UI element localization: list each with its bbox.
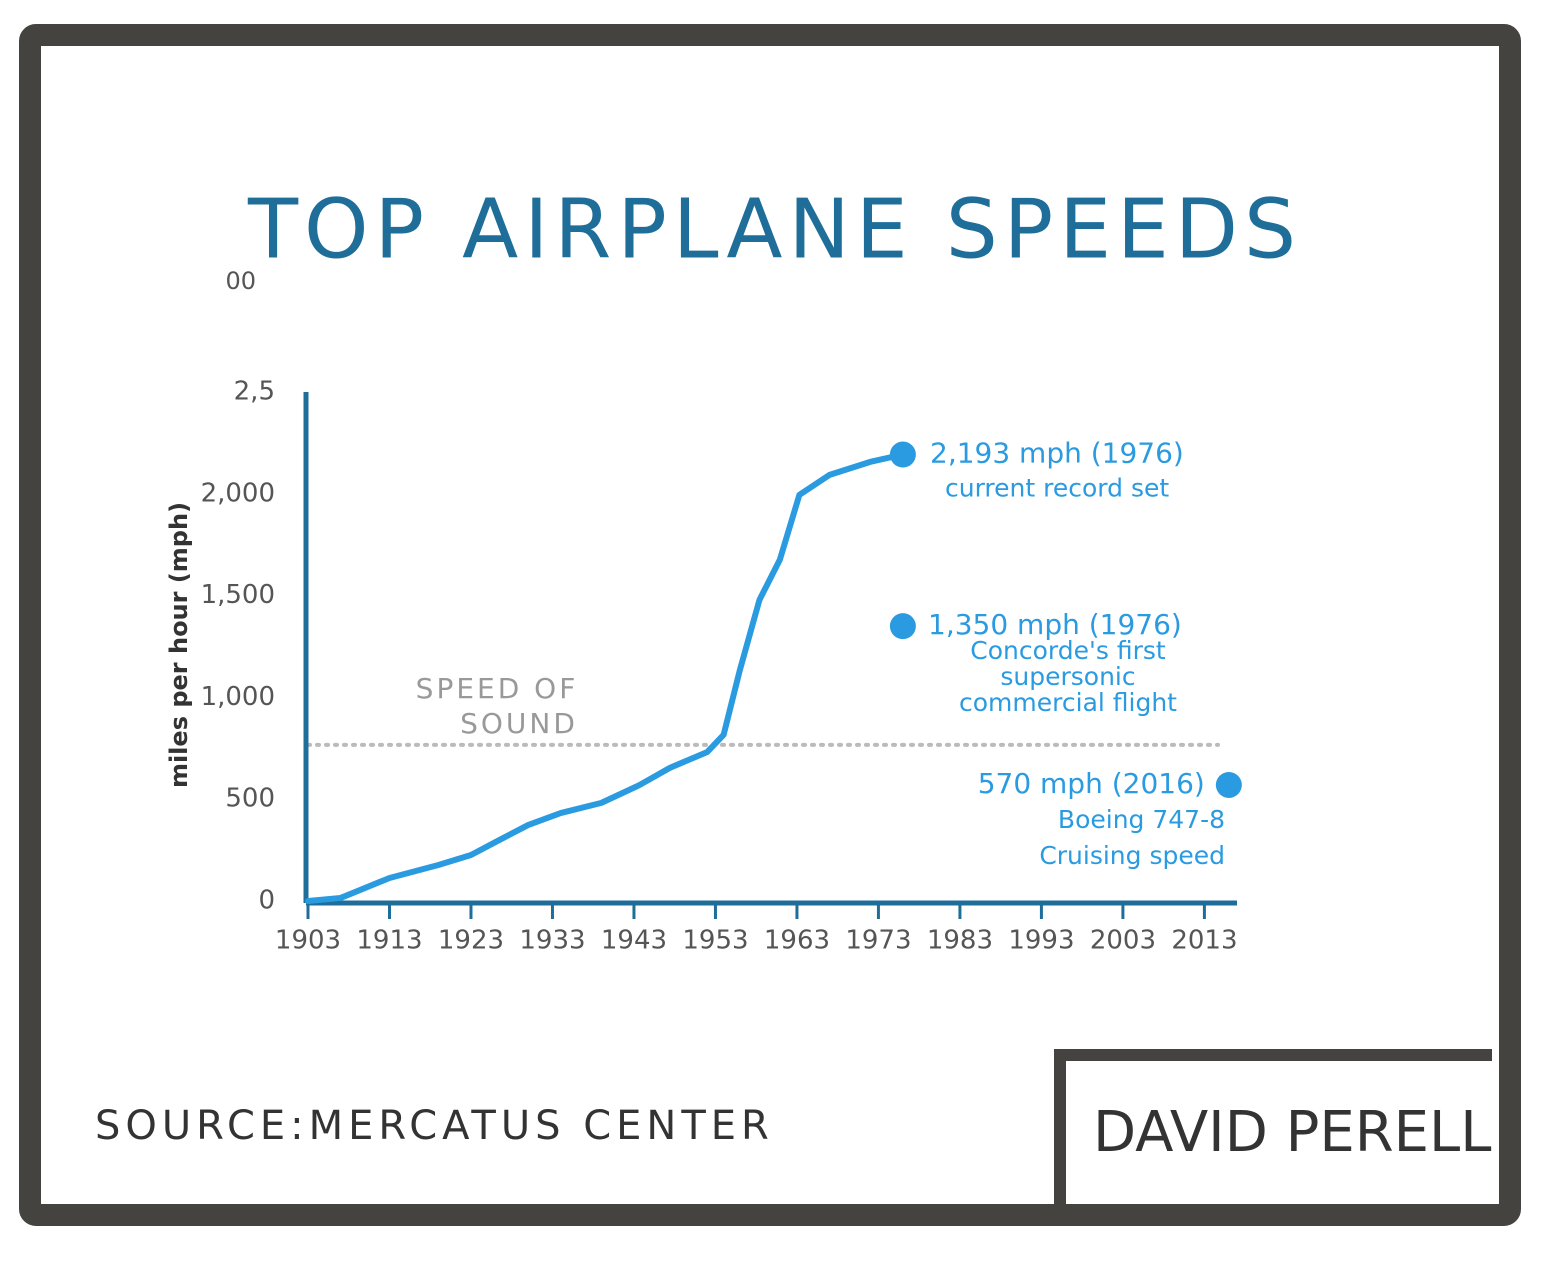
x-tick-label: 1913 <box>356 926 422 956</box>
line <box>305 451 906 904</box>
highlight-label: Concorde's first <box>970 636 1166 665</box>
x-tick-label: 1903 <box>275 926 341 956</box>
reference-label: SOUND <box>460 707 578 740</box>
x-tick-label: 1933 <box>519 926 585 956</box>
highlight-label: 1,350 mph (1976) <box>928 608 1182 641</box>
y-tick-label: 500 <box>225 784 275 814</box>
highlight-point <box>1215 771 1242 798</box>
highlight-label: 2,193 mph (1976) <box>930 437 1184 470</box>
y-tick-label: 2,000 <box>201 478 275 508</box>
highlight-label: Cruising speed <box>1039 841 1225 870</box>
x-tick-label: 1983 <box>927 926 993 956</box>
highlight-point <box>889 613 916 640</box>
x-tick-label: 1943 <box>601 926 667 956</box>
chart-title: TOP AIRPLANE SPEEDS <box>247 182 1302 277</box>
y-tick-label: 1,000 <box>201 682 275 712</box>
x-tick-label: 1953 <box>682 926 748 956</box>
frame <box>19 24 1521 1226</box>
author-box <box>1054 1049 1492 1215</box>
y-tick-label: 1,500 <box>201 580 275 610</box>
y-axis-label: miles per hour (mph) <box>165 502 193 788</box>
x-tick-label: 1963 <box>764 926 830 956</box>
y-tick-label: 2,5 <box>234 377 275 407</box>
x-tick-label: 1993 <box>1008 926 1074 956</box>
stray-tick-label: 00 <box>225 267 256 295</box>
reference-label: SPEED OF <box>416 672 579 705</box>
highlight-label: supersonic <box>1000 662 1135 691</box>
highlight-point <box>889 441 916 468</box>
x-tick-label: 1923 <box>438 926 504 956</box>
x-tick-label: 1973 <box>845 926 911 956</box>
source: SOURCE:MERCATUS CENTER <box>95 1103 774 1149</box>
y-tick-label: 0 <box>258 886 275 916</box>
highlight-label: current record set <box>945 474 1169 503</box>
highlight-label: 570 mph (2016) <box>978 767 1205 800</box>
x-tick-label: 2013 <box>1171 926 1237 956</box>
x-tick-label: 2003 <box>1090 926 1156 956</box>
highlight-label: commercial flight <box>959 688 1177 717</box>
highlight-label: Boeing 747-8 <box>1058 805 1225 834</box>
author: DAVID PERELL <box>1093 1100 1491 1165</box>
